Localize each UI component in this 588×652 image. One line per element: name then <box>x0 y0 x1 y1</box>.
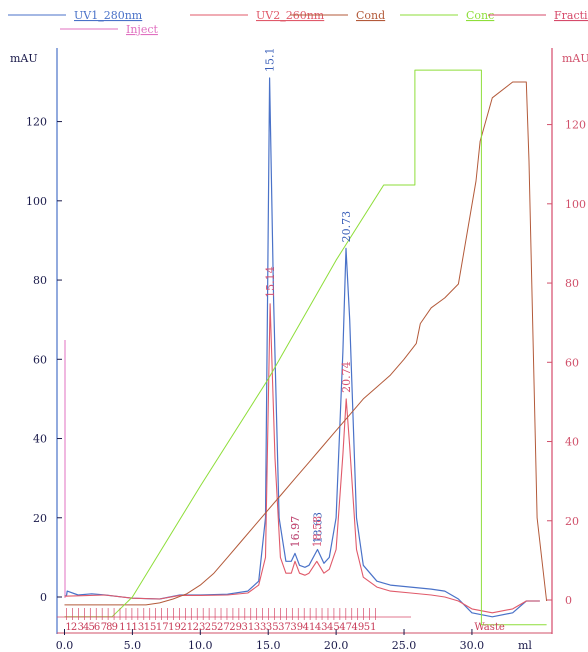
peak-label-uv2-260nm-6: 18.58 <box>311 516 324 548</box>
fraction-label-17: 17 <box>156 622 169 633</box>
y-right-tick-label-6: 120 <box>565 119 586 132</box>
fraction-label-49: 49 <box>351 622 364 633</box>
x-axis-unit: ml <box>518 639 532 652</box>
y-axis-left-unit: mAU <box>10 52 38 65</box>
series-line-uv2-260nm <box>64 303 540 614</box>
fraction-label-43: 43 <box>315 622 328 633</box>
y-left-tick-label-3: 60 <box>33 353 47 366</box>
fraction-label-1: 1 <box>65 622 71 633</box>
y-axis-right-unit: mAU <box>562 52 588 65</box>
fraction-label-35: 35 <box>266 622 279 633</box>
peak-label-uv1-280nm-0: 15.1 <box>264 48 277 73</box>
fraction-label-15: 15 <box>144 622 157 633</box>
peak-label-uv1-280nm-1: 16.97 <box>289 516 302 548</box>
peak-label-uv2-260nm-7: 20.74 <box>340 361 353 393</box>
peak-label-uv2-260nm-5: 16.97 <box>289 516 302 548</box>
y-left-tick-label-1: 20 <box>33 512 47 525</box>
series-line-uv1-280nm <box>64 77 540 618</box>
fraction-label-45: 45 <box>327 622 340 633</box>
y-left-tick-label-6: 120 <box>26 116 47 129</box>
x-tick-label-5: 25.0 <box>392 639 417 652</box>
fraction-label-2: 2 <box>71 622 77 633</box>
fraction-label-7: 7 <box>101 622 107 633</box>
y-right-tick-label-3: 60 <box>565 356 579 369</box>
y-right-tick-label-5: 100 <box>565 198 586 211</box>
legend-label-4: Fractions <box>554 9 588 22</box>
series-line-cond <box>64 81 548 606</box>
fraction-label-8: 8 <box>106 622 112 633</box>
fraction-label-6: 6 <box>94 622 100 633</box>
legend: UV1_280nmUV2_260nmCondConcFractionsInjec… <box>8 9 588 36</box>
y-right-tick-label-2: 40 <box>565 436 579 449</box>
x-tick-label-3: 15.0 <box>256 639 281 652</box>
fraction-label-47: 47 <box>339 622 352 633</box>
fraction-label-9: 9 <box>112 622 118 633</box>
peak-label-uv2-260nm-4: 15.14 <box>264 266 277 298</box>
fraction-label-23: 23 <box>193 622 206 633</box>
legend-label-2: Cond <box>356 9 385 22</box>
x-tick-label-4: 20.0 <box>324 639 349 652</box>
x-tick-label-6: 30.0 <box>460 639 485 652</box>
y-right-tick-label-4: 80 <box>565 277 579 290</box>
fraction-label-27: 27 <box>217 622 230 633</box>
fraction-label-41: 41 <box>303 622 316 633</box>
fraction-label-11: 11 <box>119 622 132 633</box>
y-right-tick-label-0: 0 <box>565 594 572 607</box>
fraction-label-3: 3 <box>78 622 84 633</box>
y-left-tick-label-4: 80 <box>33 274 47 287</box>
y-left-tick-label-2: 40 <box>33 433 47 446</box>
fraction-label-51: 51 <box>364 622 377 633</box>
fraction-label-5: 5 <box>88 622 94 633</box>
fraction-label-25: 25 <box>205 622 218 633</box>
y-left-tick-label-0: 0 <box>40 591 47 604</box>
fraction-label-29: 29 <box>229 622 242 633</box>
x-tick-label-1: 5.0 <box>124 639 142 652</box>
x-tick-label-0: 0.0 <box>56 639 74 652</box>
legend-label-0: UV1_280nm <box>74 9 143 22</box>
waste-label: Waste <box>474 622 505 633</box>
fraction-label-13: 13 <box>131 622 144 633</box>
series-line-conc <box>64 69 547 626</box>
x-tick-label-2: 10.0 <box>188 639 213 652</box>
axes <box>56 48 553 634</box>
fraction-label-4: 4 <box>83 622 89 633</box>
peak-label-uv1-280nm-2: 18.63 <box>312 512 325 544</box>
fraction-label-37: 37 <box>278 622 291 633</box>
fractions-track: 1 2 3 4 5 6 7 8 9 11 13 15 17 19 21 23 25 27 29 31 33 35 37 39 4… <box>57 608 505 633</box>
y-right-tick-label-1: 20 <box>565 515 579 528</box>
fraction-label-39: 39 <box>290 622 303 633</box>
fraction-label-19: 19 <box>168 622 181 633</box>
fraction-label-33: 33 <box>254 622 267 633</box>
y-axis-right-ticks: 0 20 40 60 80 100 120 <box>547 119 586 607</box>
series-group <box>64 69 548 626</box>
y-axis-left-ticks: 0 20 40 60 80 100 120 <box>26 116 62 604</box>
fraction-label-21: 21 <box>180 622 193 633</box>
peak-label-uv1-280nm-3: 20.73 <box>340 211 353 243</box>
y-left-tick-label-5: 100 <box>26 195 47 208</box>
x-axis-ticks: 0.0 5.0 10.0 15.0 20.0 25.0 30.0 <box>56 629 484 652</box>
legend-label-3: Conc <box>466 9 494 22</box>
fraction-label-31: 31 <box>241 622 254 633</box>
legend-label-5: Inject <box>126 23 159 36</box>
